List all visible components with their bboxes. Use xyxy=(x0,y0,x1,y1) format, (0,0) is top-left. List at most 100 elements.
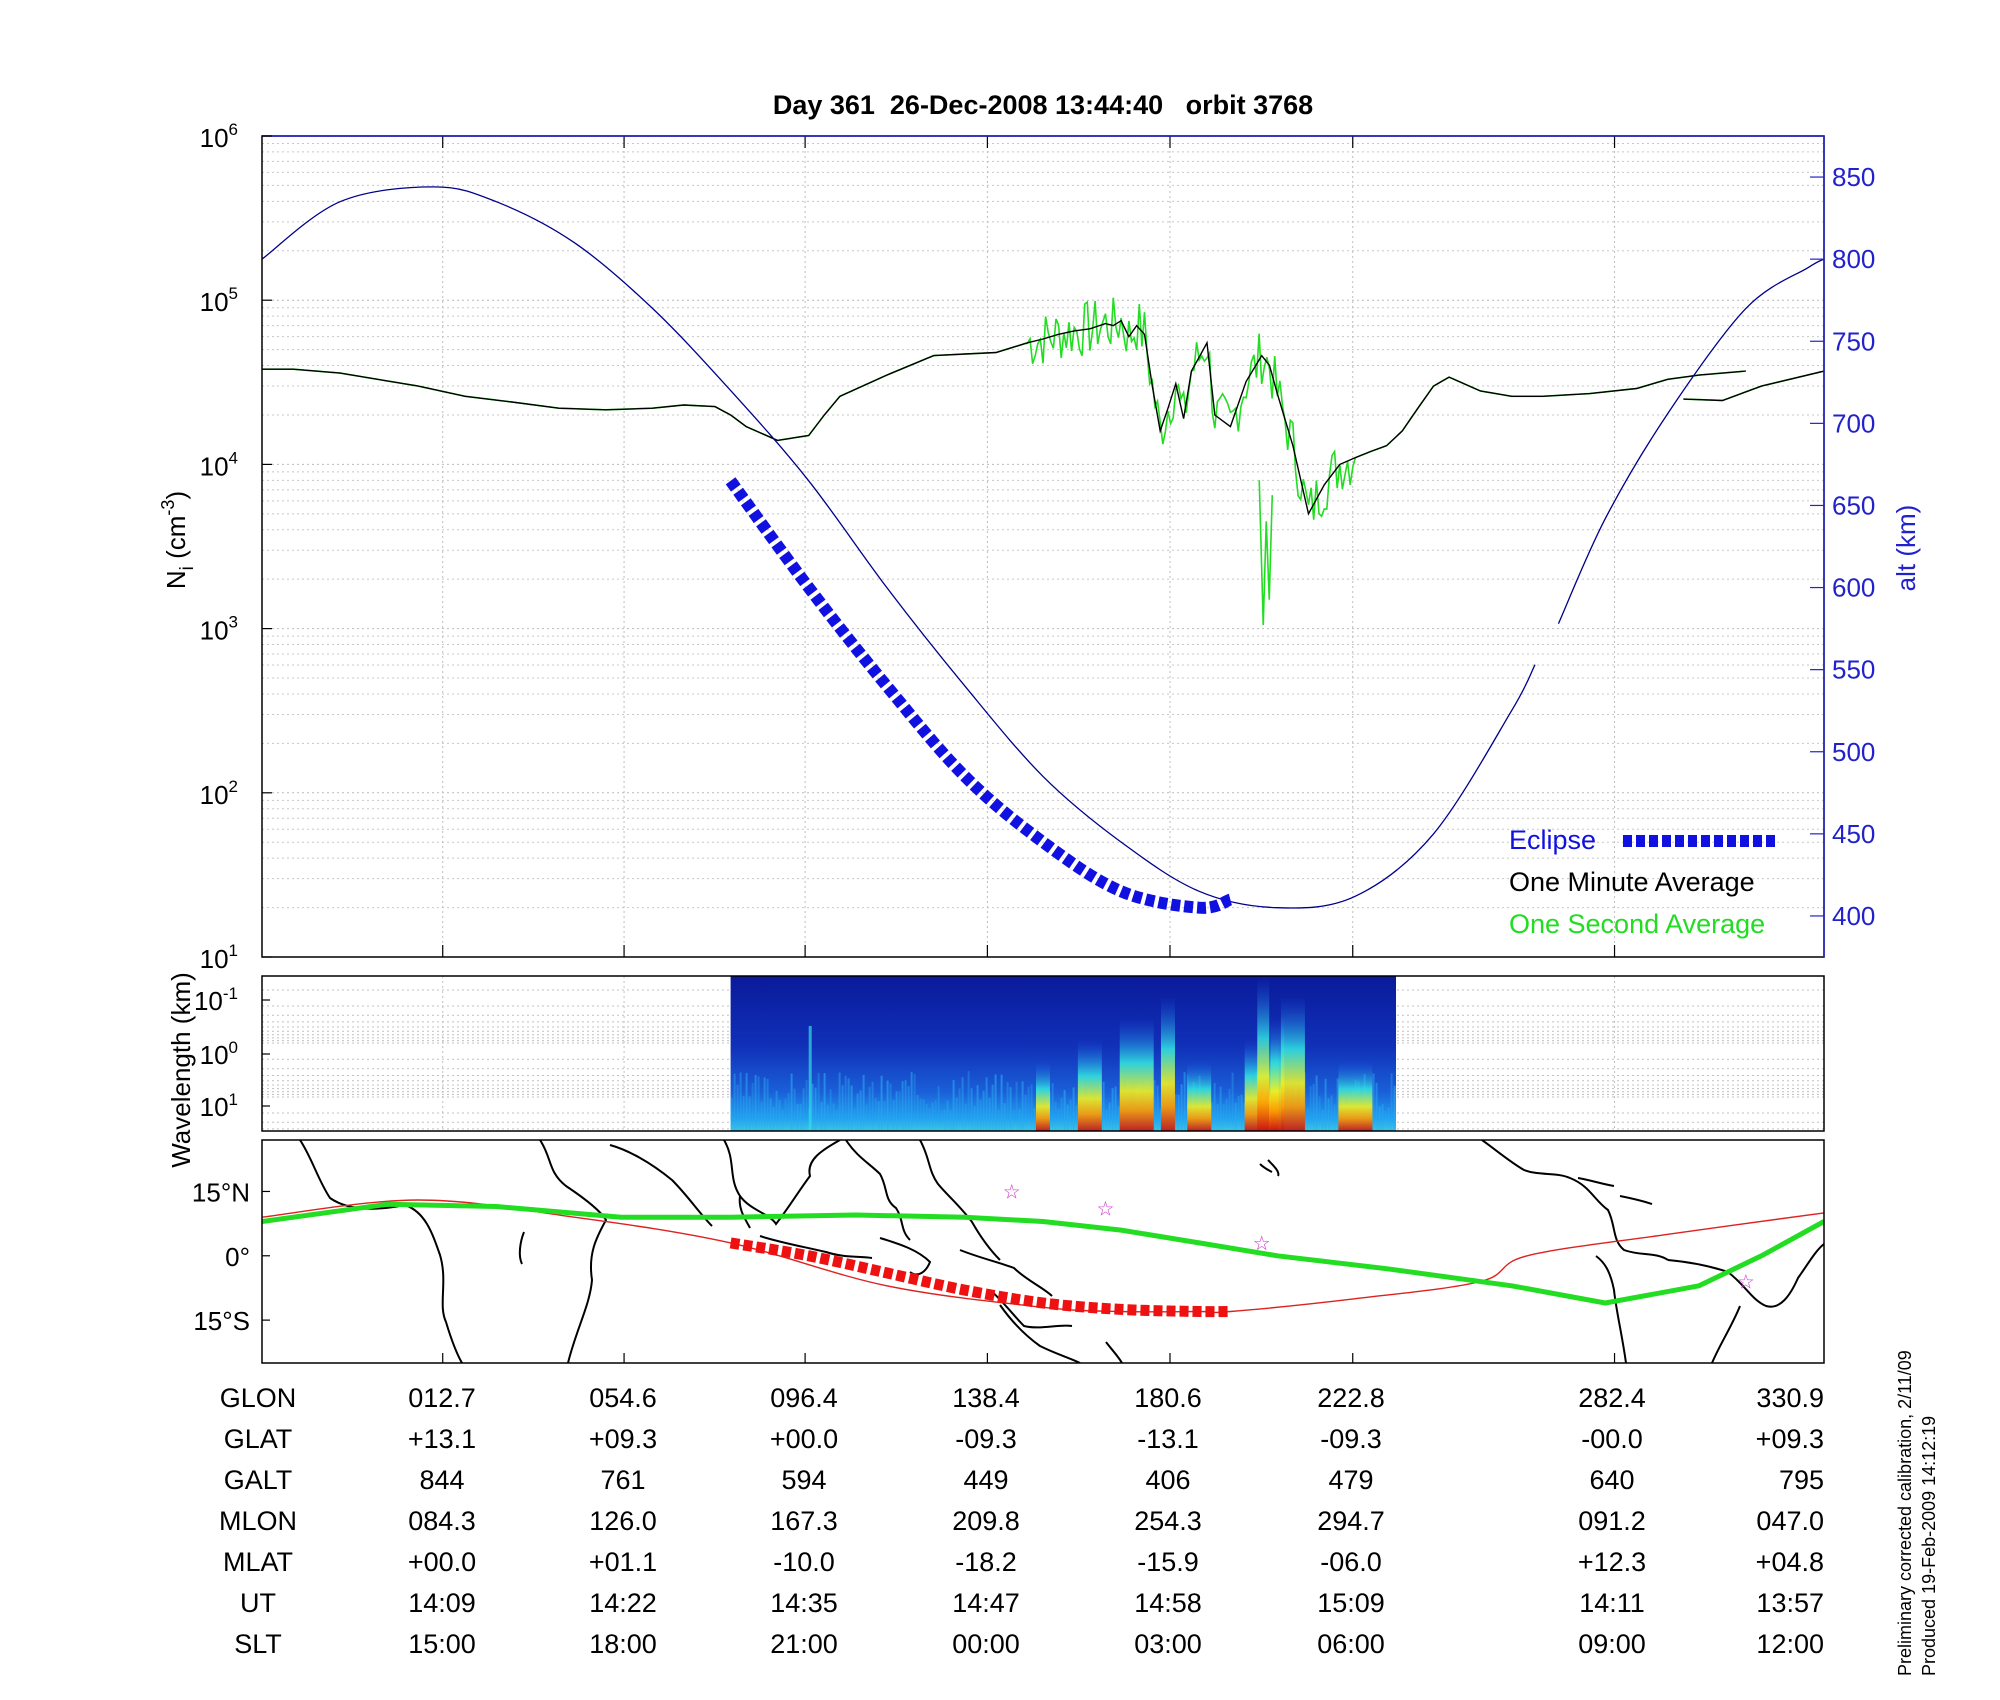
y2-tick-label: 850 xyxy=(1832,162,1875,192)
spectrogram-column xyxy=(766,1078,769,1131)
table-cell: 096.4 xyxy=(770,1383,838,1413)
spectrogram-column xyxy=(1027,1086,1030,1131)
spectrogram-hotspot xyxy=(1338,1061,1373,1131)
spectrogram-column xyxy=(1240,1094,1243,1131)
spectrogram-column xyxy=(826,1104,829,1131)
table-cell: +09.3 xyxy=(589,1424,657,1454)
spectrogram-column xyxy=(898,1091,901,1131)
spectrogram-column xyxy=(949,1110,952,1131)
y-tick-label: 106 xyxy=(200,120,238,153)
spectrogram-column xyxy=(862,1074,865,1131)
spectrogram-column xyxy=(784,1098,787,1131)
spectrogram-column xyxy=(865,1104,868,1131)
spectrogram-column xyxy=(1183,1072,1186,1131)
spectrogram-column xyxy=(754,1075,757,1131)
spectrogram-column xyxy=(895,1091,898,1131)
spectrogram-y-tick-label: 10-1 xyxy=(194,984,238,1016)
spectrogram-column xyxy=(1021,1081,1024,1131)
y2-tick-label: 450 xyxy=(1832,819,1875,849)
spectrogram-hotspot xyxy=(1119,1017,1154,1131)
spectrogram-column xyxy=(1315,1075,1318,1131)
table-cell: -06.0 xyxy=(1320,1547,1382,1577)
spectrogram-column xyxy=(1228,1088,1231,1131)
table-row-label: MLON xyxy=(219,1506,297,1536)
table-cell: 209.8 xyxy=(952,1506,1020,1536)
spectrogram-column xyxy=(778,1099,781,1131)
legend-eclipse-label: Eclipse xyxy=(1509,825,1596,855)
spectrogram-column xyxy=(1210,1102,1213,1131)
y2-tick-label: 400 xyxy=(1832,901,1875,931)
spectrogram-column xyxy=(835,1109,838,1131)
table-cell: 21:00 xyxy=(770,1629,838,1659)
footnote-line1: Preliminary corrected calibration, 2/11/… xyxy=(1895,1350,1915,1676)
table-row-label: SLT xyxy=(234,1629,282,1659)
spectrogram-column xyxy=(934,1100,937,1131)
spectrogram-column xyxy=(919,1098,922,1131)
spectrogram-column xyxy=(1063,1090,1066,1131)
spectrogram-column xyxy=(829,1089,832,1131)
spectrogram-column xyxy=(805,1080,808,1131)
spectrogram-column xyxy=(1069,1099,1072,1131)
spectrogram-column xyxy=(1012,1109,1015,1131)
table-row-label: MLAT xyxy=(223,1547,293,1577)
spectrogram-column xyxy=(994,1074,997,1131)
spectrogram-column xyxy=(1051,1083,1054,1131)
series-one-second-dip xyxy=(1258,480,1274,626)
spectrogram-column xyxy=(1375,1082,1378,1131)
spectrogram-column xyxy=(1111,1088,1114,1131)
density-grid xyxy=(262,136,1824,958)
table-cell: 761 xyxy=(600,1465,645,1495)
table-cell: 14:58 xyxy=(1134,1588,1202,1618)
density-plot-area xyxy=(262,136,1824,957)
spectrogram-column xyxy=(1114,1086,1117,1131)
table-cell: 13:57 xyxy=(1756,1588,1824,1618)
spectrogram-hotspot xyxy=(1160,995,1175,1131)
star-marker: ☆ xyxy=(1003,1181,1021,1203)
spectrogram-column xyxy=(928,1107,931,1131)
table-row-label: UT xyxy=(240,1588,276,1618)
spectrogram-column xyxy=(1159,1109,1162,1131)
table-row-label: GALT xyxy=(224,1465,293,1495)
table-cell: -13.1 xyxy=(1137,1424,1199,1454)
table-cell: 18:00 xyxy=(589,1629,657,1659)
spectrogram-column xyxy=(1222,1104,1225,1131)
spectrogram-column xyxy=(820,1101,823,1131)
spectrogram-column xyxy=(922,1099,925,1131)
spectrogram-column xyxy=(946,1100,949,1131)
spectrogram-column xyxy=(958,1088,961,1131)
table-cell: 222.8 xyxy=(1317,1383,1385,1413)
spectrogram-column xyxy=(823,1073,826,1131)
star-marker: ☆ xyxy=(1737,1272,1755,1294)
spectrogram-column xyxy=(970,1088,973,1131)
altitude-y-label: alt (km) xyxy=(1891,505,1921,592)
density-y-ticks: 101 102 103 104 105 106 xyxy=(200,120,272,974)
spectrogram-column xyxy=(1015,1081,1018,1131)
density-series xyxy=(262,186,1824,914)
spectrogram-y-ticks: 10-1 100 101 xyxy=(194,984,270,1122)
spectrogram-column xyxy=(736,1084,739,1131)
spectrogram-column xyxy=(1231,1072,1234,1131)
spectrogram-column xyxy=(769,1098,772,1131)
map-track xyxy=(262,1199,1824,1314)
spectrogram-hotspot xyxy=(1280,995,1305,1131)
table-cell: 795 xyxy=(1779,1465,1824,1495)
map-panel: ☆ ☆ ☆ ☆ 15°N 0° 15°S xyxy=(192,1139,1825,1364)
spectrogram-column xyxy=(1000,1074,1003,1131)
spectrogram-column xyxy=(940,1110,943,1131)
spectrogram-column xyxy=(967,1071,970,1131)
spectrogram-column xyxy=(952,1080,955,1131)
spectrogram-column xyxy=(1321,1109,1324,1131)
spectrogram-column xyxy=(841,1085,844,1131)
table-cell: 594 xyxy=(781,1465,826,1495)
spectrogram-column xyxy=(925,1103,928,1131)
spectrogram-column xyxy=(1219,1086,1222,1131)
table-cell: 15:00 xyxy=(408,1629,476,1659)
spectrogram-column xyxy=(856,1093,859,1131)
y2-tick-label: 800 xyxy=(1832,244,1875,274)
spectrogram-column xyxy=(730,1097,733,1131)
spectrogram-column xyxy=(1333,1104,1336,1131)
spectrogram-column xyxy=(1117,1106,1120,1131)
svg-text:alt (km): alt (km) xyxy=(1891,505,1921,592)
table-cell: 15:09 xyxy=(1317,1588,1385,1618)
